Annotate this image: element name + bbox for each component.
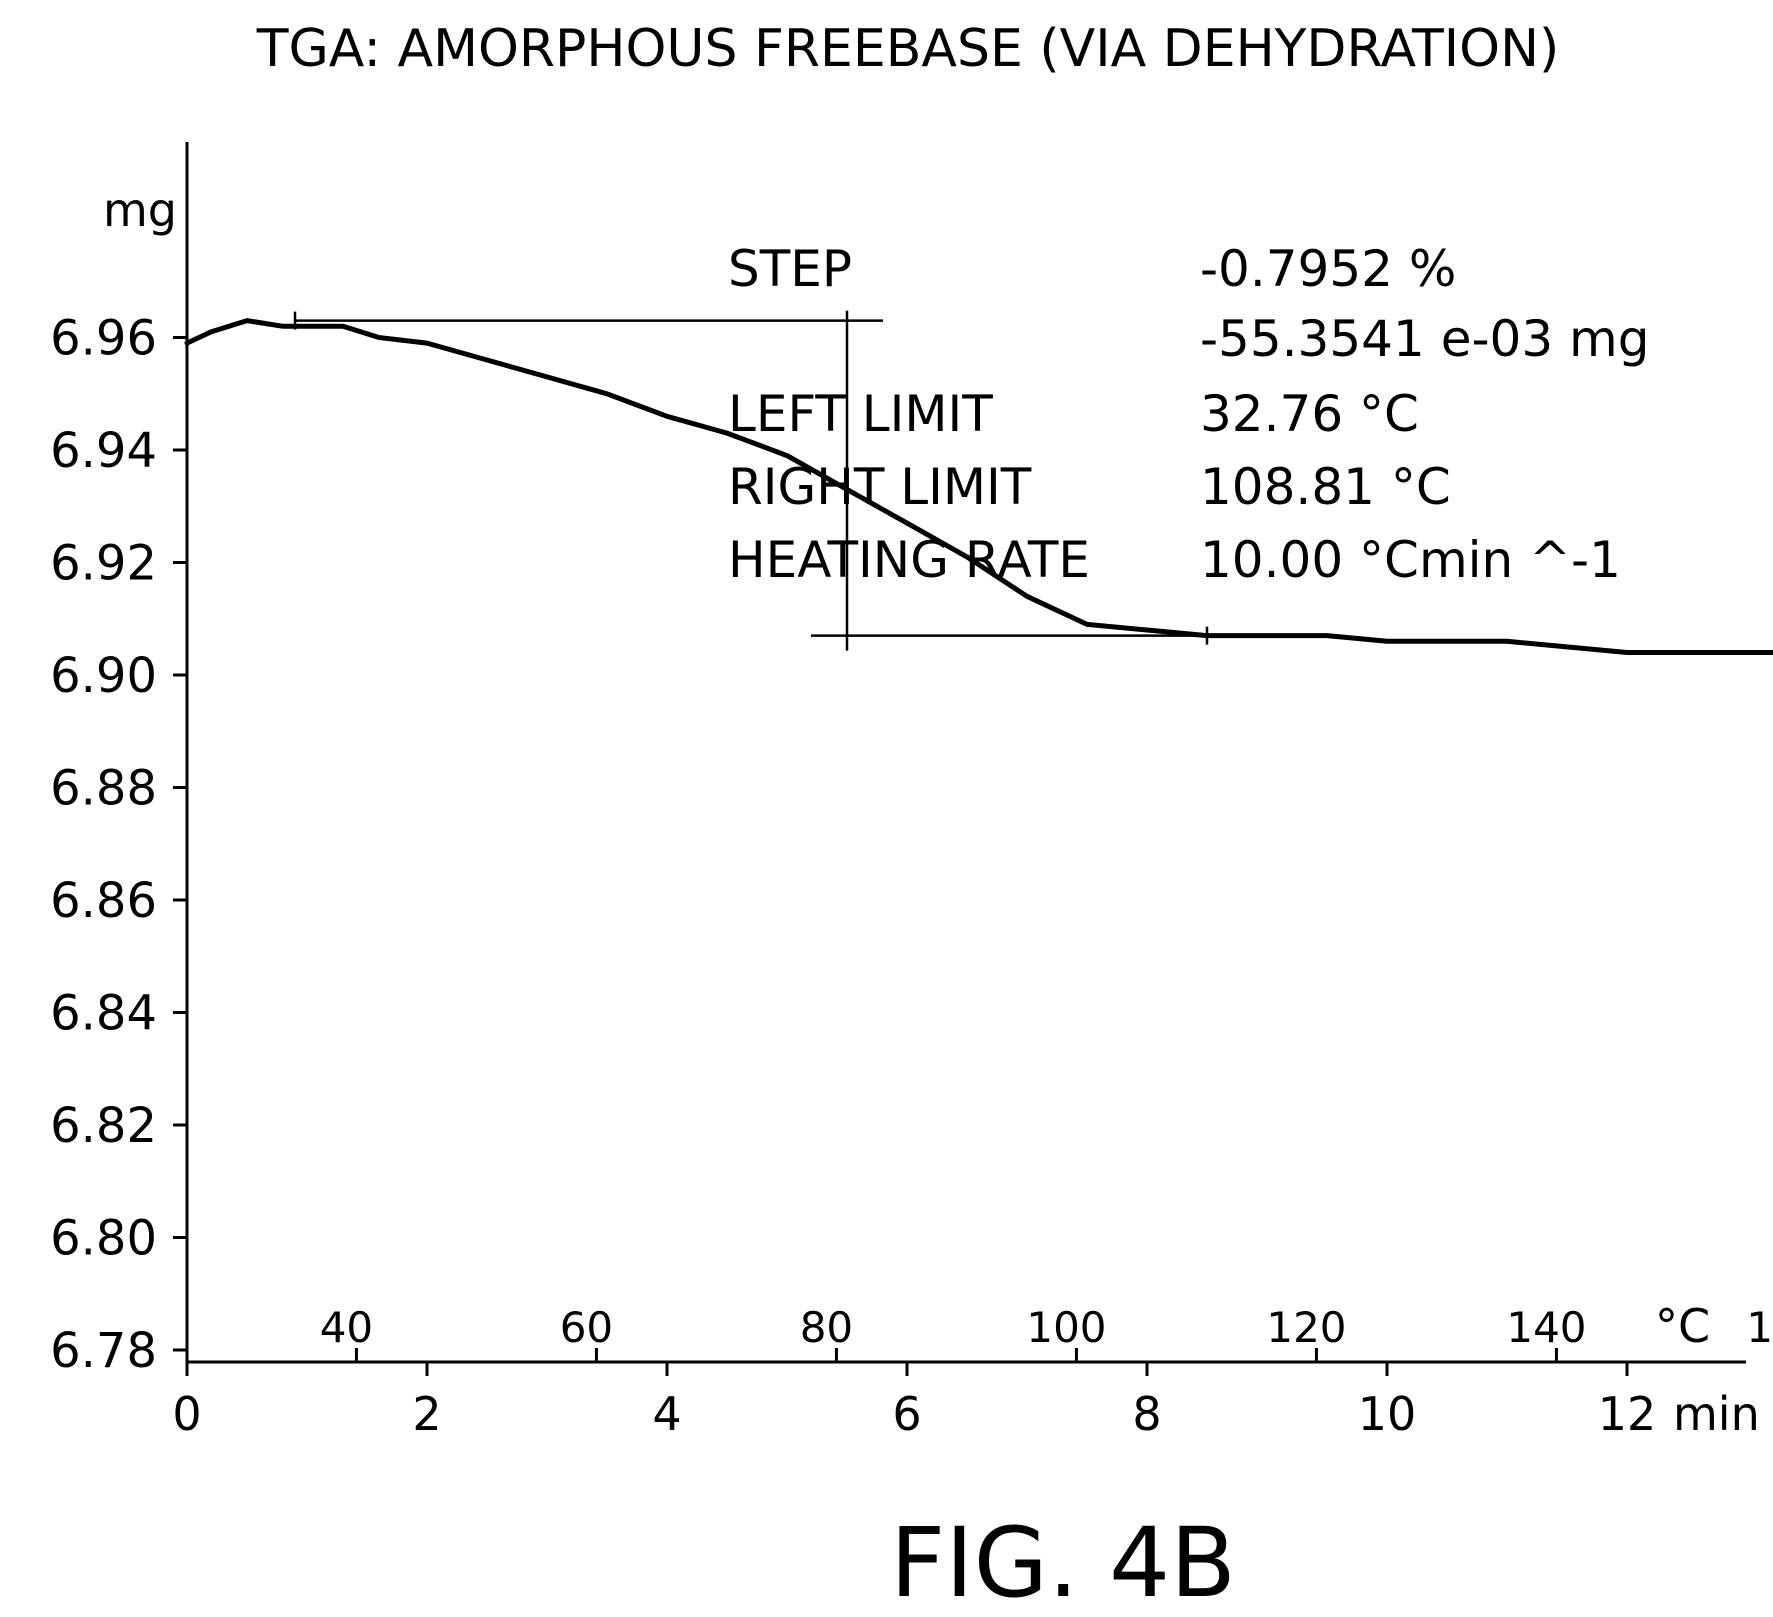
right-limit-value: 108.81 °C xyxy=(1200,458,1451,516)
x-tick-label: 10 xyxy=(1358,1387,1417,1441)
temperature-ticks: 406080100120140160180200220240260 xyxy=(320,1303,1773,1362)
y-tick-label: 6.92 xyxy=(50,536,157,592)
heating-rate-value: 10.00 °Cmin ^-1 xyxy=(1200,531,1621,589)
step-label: STEP xyxy=(728,240,852,298)
temperature-tick-label: 160 xyxy=(1746,1303,1773,1352)
temperature-tick-label: 80 xyxy=(800,1303,853,1352)
y-tick-label: 6.90 xyxy=(50,648,157,704)
step-percent: -0.7952 % xyxy=(1200,240,1456,298)
x-axis-unit: min xyxy=(1673,1387,1760,1441)
temperature-tick-label: 120 xyxy=(1266,1303,1346,1352)
step-mass: -55.3541 e-03 mg xyxy=(1200,310,1649,368)
left-limit-value: 32.76 °C xyxy=(1200,385,1419,443)
temperature-tick-label: 100 xyxy=(1026,1303,1106,1352)
step-info-panel: STEP -0.7952 % -55.3541 e-03 mg LEFT LIM… xyxy=(728,240,1649,589)
temperature-unit: °C xyxy=(1655,1299,1710,1353)
y-tick-label: 6.80 xyxy=(50,1211,157,1267)
right-limit-label: RIGHT LIMIT xyxy=(728,458,1032,516)
step-guides xyxy=(293,310,1209,651)
x-tick-label: 8 xyxy=(1132,1387,1161,1441)
figure-label: FIG. 4B xyxy=(890,1507,1236,1617)
x-tick-label: 0 xyxy=(172,1387,201,1441)
tga-curve xyxy=(184,318,1773,655)
y-tick-label: 6.96 xyxy=(50,311,157,367)
x-tick-label: 2 xyxy=(412,1387,441,1441)
x-tick-label: 6 xyxy=(892,1387,921,1441)
y-ticks: 6.78 6.80 6.82 6.84 6.86 6.88 6.90 6.92 6.94 6.96 xyxy=(50,311,187,1379)
x-tick-label: 4 xyxy=(652,1387,681,1441)
temperature-tick-label: 60 xyxy=(560,1303,613,1352)
x-ticks: 024681012141618202224 xyxy=(172,1362,1657,1441)
chart-title: TGA: AMORPHOUS FREEBASE (VIA DEHYDRATION… xyxy=(256,19,1560,79)
y-tick-label: 6.78 xyxy=(50,1323,157,1379)
y-tick-label: 6.82 xyxy=(50,1098,157,1154)
x-tick-label: 12 xyxy=(1598,1387,1657,1441)
y-tick-label: 6.86 xyxy=(50,873,157,929)
temperature-tick-label: 40 xyxy=(320,1303,373,1352)
y-tick-label: 6.94 xyxy=(50,423,157,479)
x-axis: 024681012141618202224 406080100120140160… xyxy=(172,1299,1773,1441)
heating-rate-label: HEATING RATE xyxy=(728,531,1090,589)
temperature-tick-label: 140 xyxy=(1506,1303,1586,1352)
y-axis: mg 6.786.806.826.846.866.886.906.926.946… xyxy=(50,142,189,1379)
y-tick-label: 6.84 xyxy=(50,986,157,1042)
left-limit-label: LEFT LIMIT xyxy=(728,385,993,443)
y-axis-unit: mg xyxy=(103,183,177,237)
y-tick-label: 6.88 xyxy=(50,761,157,817)
